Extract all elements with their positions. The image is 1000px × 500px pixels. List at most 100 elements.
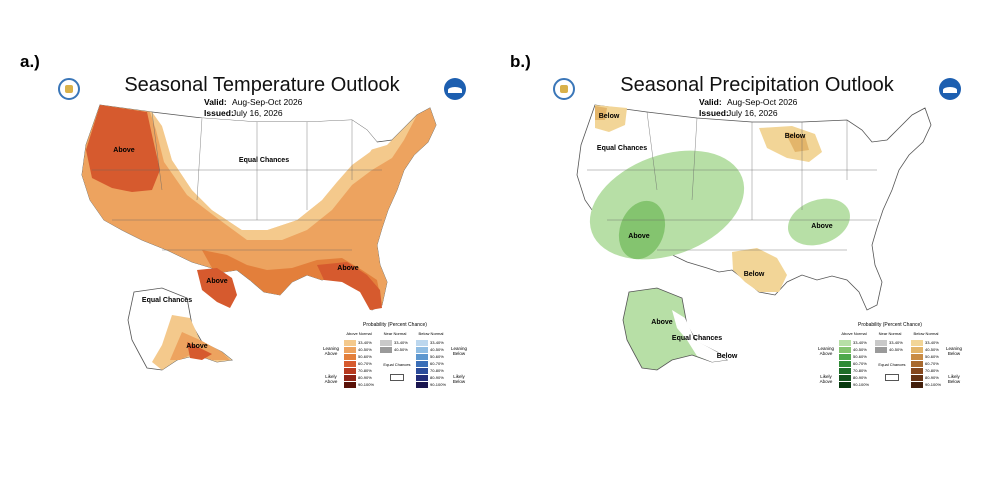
legend-range-label: 80-90% (358, 375, 372, 380)
legend-swatch: 40-50% (875, 347, 903, 353)
temperature-title: Seasonal Temperature Outlook (124, 74, 400, 96)
legend-swatch: 90-100% (911, 382, 941, 388)
legend-title: Probability (Percent Chance) (858, 322, 922, 328)
legend-range-label: 60-70% (853, 361, 867, 366)
legend-range-label: 33-40% (853, 340, 867, 345)
legend-leaning-above: Leaning Above (322, 346, 340, 356)
legend-swatch: 60-70% (839, 361, 867, 367)
legend-range-label: 80-90% (925, 375, 939, 380)
panel-a-label: a.) (20, 52, 40, 71)
legend-swatch: 50-60% (416, 354, 444, 360)
legend-below-header: Below Normal (418, 331, 444, 336)
temperature-meta: Valid: Aug-Sep-Oct 2026 Issued:July 16, 2… (204, 97, 302, 119)
legend-swatch: 80-90% (344, 375, 372, 381)
valid-label: Valid: (204, 97, 227, 107)
legend-swatch: 70-80% (911, 368, 939, 374)
alaska-above-40 (170, 332, 230, 360)
issued-value: July 16, 2026 (232, 108, 283, 118)
legend-range-label: 70-80% (925, 368, 939, 373)
legend-swatch: 60-70% (416, 361, 444, 367)
temp-above-40-zone (82, 105, 436, 310)
legend-swatch: 80-90% (416, 375, 444, 381)
alaska-above-60 (187, 342, 212, 360)
legend-range-label: 60-70% (925, 361, 939, 366)
legend-below-swatches: 33-40% 40-50% 50-60% 60-70% 70-80% 80-90% 90-1… (416, 340, 450, 389)
precipitation-title: Seasonal Precipitation Outlook (620, 74, 894, 96)
legend-likely-below: Likely Below (452, 374, 466, 384)
state-borders (92, 111, 382, 251)
precip-region-label: Below (717, 353, 738, 360)
legend-swatch: 70-80% (416, 368, 444, 374)
legend-swatch: 40-50% (380, 347, 408, 353)
legend-swatch: 50-60% (911, 354, 939, 360)
precip-below-40-northwest (595, 106, 607, 120)
temp-region-label: Equal Chances (142, 297, 192, 304)
legend-near-swatches: 33-40% 40-50% (380, 340, 414, 354)
legend-near-swatches: 33-40% 40-50% (875, 340, 909, 354)
legend-range-label: 40-50% (430, 347, 444, 352)
precip-above-40-southwest (618, 200, 666, 260)
precip-region-label: Below (785, 133, 806, 140)
legend-leaning-below: Leaning Below (945, 346, 963, 356)
legend-leaning-above: Leaning Above (817, 346, 835, 356)
legend-swatch: 33-40% (911, 340, 939, 346)
legend-swatch: 40-50% (911, 347, 939, 353)
precipitation-map: Below Equal Chances Below Above Above Be… (576, 104, 932, 371)
legend-leaning-below: Leaning Below (450, 346, 468, 356)
legend-range-label: 40-50% (358, 347, 372, 352)
legend-range-label: 70-80% (430, 368, 444, 373)
panel-b-label: b.) (510, 52, 531, 71)
legend-range-label: 40-50% (889, 347, 903, 352)
legend-swatch: 40-50% (839, 347, 867, 353)
legend-range-label: 90-100% (358, 382, 375, 387)
temperature-map: Above Equal Chances Above Above Equal Ch… (81, 104, 437, 371)
noaa-logo-icon (444, 78, 466, 100)
legend-equal-swatch (390, 374, 404, 381)
legend-swatch: 90-100% (416, 382, 446, 388)
alaska-equal-chances (672, 310, 727, 362)
valid-label: Valid: (699, 97, 722, 107)
legend-swatch: 60-70% (344, 361, 372, 367)
precip-region-label: Equal Chances (672, 335, 722, 342)
precip-region-label: Below (599, 113, 620, 120)
legend-range-label: 33-40% (925, 340, 939, 345)
precip-region-label: Above (811, 223, 833, 230)
precip-below-40-great-lakes (785, 132, 809, 152)
temp-region-label: Above (337, 265, 359, 272)
legend-range-label: 50-60% (925, 354, 939, 359)
legend-range-label: 33-40% (358, 340, 372, 345)
precipitation-legend: Probability (Percent Chance) Above Norma… (815, 322, 965, 400)
precipitation-outlook-panel: Seasonal Precipitation Outlook Valid: Aug… (547, 70, 967, 400)
legend-range-label: 60-70% (358, 361, 372, 366)
legend-equal-chances: Equal Chances (878, 362, 906, 367)
temp-region-label: Equal Chances (239, 157, 289, 164)
legend-swatch: 40-50% (416, 347, 444, 353)
precipitation-meta: Valid: Aug-Sep-Oct 2026 Issued:July 16, 2… (699, 97, 797, 119)
legend-near-header: Near Normal (383, 331, 407, 336)
legend-swatch: 33-40% (416, 340, 444, 346)
commerce-seal-icon (58, 78, 80, 100)
temperature-legend: Probability (Percent Chance) Above Norma… (320, 322, 470, 400)
legend-range-label: 50-60% (853, 354, 867, 359)
legend-swatch: 33-40% (839, 340, 867, 346)
legend-above-swatches: 33-40% 40-50% 50-60% 60-70% 70-80% 80-90% 90-1… (839, 340, 873, 389)
legend-range-label: 70-80% (853, 368, 867, 373)
legend-above-header: Above Normal (346, 331, 372, 336)
legend-range-label: 40-50% (394, 347, 408, 352)
legend-range-label: 90-100% (430, 382, 447, 387)
legend-range-label: 40-50% (925, 347, 939, 352)
issued-value: July 16, 2026 (727, 108, 778, 118)
temp-above-60-northwest (86, 105, 160, 192)
legend-below-header: Below Normal (913, 331, 939, 336)
legend-swatch: 60-70% (911, 361, 939, 367)
precip-region-label: Equal Chances (597, 145, 647, 152)
legend-range-label: 90-100% (925, 382, 942, 387)
legend-range-label: 80-90% (430, 375, 444, 380)
valid-value: Aug-Sep-Oct 2026 (727, 97, 798, 107)
precip-region-label: Below (744, 271, 765, 278)
legend-swatch: 33-40% (875, 340, 903, 346)
temp-equal-chances-zone (162, 118, 377, 230)
temp-above-60-texas (197, 268, 237, 308)
legend-swatch: 90-100% (344, 382, 374, 388)
precip-below-texas (732, 248, 787, 292)
